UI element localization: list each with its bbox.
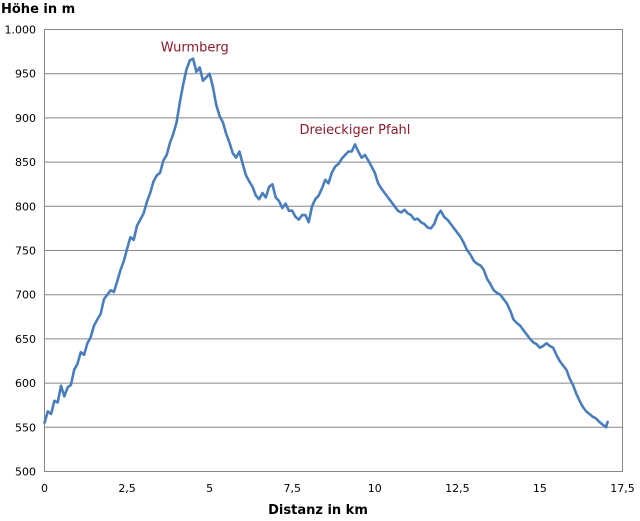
gridlines	[44, 73, 623, 428]
y-tick-label: 800	[15, 200, 36, 213]
y-tick-label: 500	[15, 466, 36, 479]
y-tick-label: 950	[15, 68, 36, 81]
y-axis-title: Höhe in m	[1, 2, 75, 17]
x-tick-label: 17,5	[610, 482, 635, 495]
x-tick-label: 5	[206, 482, 213, 495]
y-tick-label: 750	[15, 245, 36, 258]
x-axis-title: Distanz in km	[268, 503, 368, 518]
y-tick-label: 900	[15, 112, 36, 125]
x-tick-label: 12,5	[445, 482, 470, 495]
x-tick-label: 0	[41, 482, 48, 495]
annotation-label: Dreieckiger Pfahl	[299, 123, 410, 138]
plot-frame	[44, 29, 623, 472]
elevation-series-line	[43, 57, 609, 429]
y-tick-label: 550	[15, 421, 36, 434]
x-tick-label: 10	[368, 482, 382, 495]
y-tick-label: 600	[15, 377, 36, 390]
y-tick-label: 850	[15, 156, 36, 169]
x-tick-label: 7,5	[283, 482, 301, 495]
x-tick-label: 2,5	[118, 482, 136, 495]
annotation-label: Wurmberg	[161, 41, 229, 56]
y-tick-label: 650	[15, 333, 36, 346]
x-tick-labels: 0 2,5 5 7,5 10 12,5 15 17,5	[41, 482, 635, 495]
annotations: Wurmberg Dreieckiger Pfahl	[161, 41, 411, 138]
y-tick-label: 1.000	[5, 24, 37, 37]
y-tick-label: 700	[15, 289, 36, 302]
x-tick-label: 15	[533, 482, 547, 495]
y-tick-labels: 500 550 600 650 700 750 800 850 900 950 1.000	[5, 24, 37, 479]
